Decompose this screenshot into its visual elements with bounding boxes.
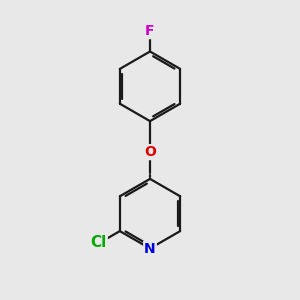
Text: O: O — [144, 145, 156, 159]
Text: F: F — [145, 24, 155, 38]
Text: Cl: Cl — [91, 235, 107, 250]
Text: N: N — [144, 242, 156, 256]
